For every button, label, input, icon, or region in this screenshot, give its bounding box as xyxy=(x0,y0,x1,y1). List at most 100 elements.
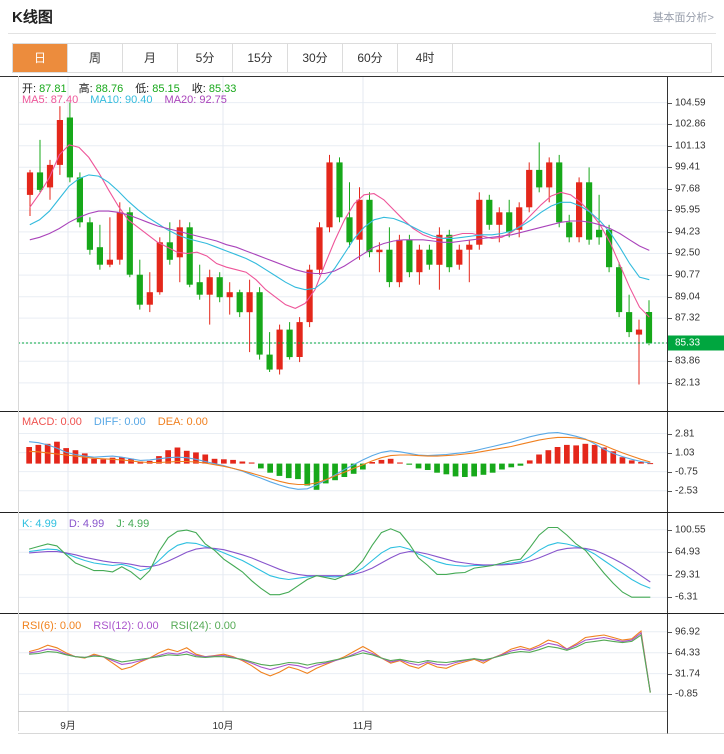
kdj-k: K: 4.99 xyxy=(22,518,57,530)
axis-tick-label: 2.81 xyxy=(675,428,695,440)
tab-0[interactable]: 日 xyxy=(13,44,68,72)
fundamental-analysis-link[interactable]: 基本面分析> xyxy=(652,12,714,24)
axis-tick-mark xyxy=(668,694,672,696)
axis-tick-mark xyxy=(668,210,672,212)
axis-tick-label: 92.50 xyxy=(675,247,701,259)
tab-2[interactable]: 月 xyxy=(123,44,178,72)
rsi6: RSI(6): 0.00 xyxy=(22,620,81,632)
rsi-plot-area[interactable] xyxy=(18,614,667,711)
axis-tick-mark xyxy=(668,631,672,633)
ma5-value: 87.40 xyxy=(50,94,79,106)
tab-4[interactable]: 15分 xyxy=(233,44,288,72)
header-divider xyxy=(8,33,716,34)
axis-tick-label: -6.31 xyxy=(675,591,698,603)
rsi24-value: 0.00 xyxy=(214,620,237,632)
rsi6-label: RSI(6): xyxy=(22,620,57,632)
kdj-j-label: J: xyxy=(116,518,125,530)
axis-tick-label: 83.86 xyxy=(675,355,701,367)
axis-tick-mark xyxy=(668,275,672,277)
series-MA10 xyxy=(29,174,650,291)
panel-separator-1 xyxy=(0,512,724,513)
axis-tick-label: 29.31 xyxy=(675,569,701,581)
tab-filler xyxy=(453,44,711,72)
axis-tick-mark xyxy=(668,124,672,126)
macd-svg xyxy=(18,412,667,512)
kdj-j-value: 4.99 xyxy=(127,518,150,530)
axis-tick-label: 94.23 xyxy=(675,226,701,238)
x-axis-label-1: 10月 xyxy=(212,721,234,732)
axis-tick-mark xyxy=(668,471,672,473)
axis-tick-mark xyxy=(668,361,672,363)
period-tab-bar[interactable]: 日周月 5分 15分 30分 60分 4时 xyxy=(12,43,712,73)
axis-tick-mark xyxy=(668,188,672,190)
ohlc-open-label: 开: xyxy=(22,83,37,95)
axis-tick-mark xyxy=(668,652,672,654)
tab-7[interactable]: 4时 xyxy=(398,44,453,72)
macd-label: MACD: xyxy=(22,416,58,428)
kdj-plot-area[interactable] xyxy=(18,513,667,613)
page-header: K线图 基本面分析> xyxy=(0,0,724,34)
rsi-legend: RSI(6): 0.00 RSI(12): 0.00 RSI(24): 0.00 xyxy=(22,620,248,632)
ohlc-high-value: 88.76 xyxy=(95,83,124,95)
ohlc-open-value: 87.81 xyxy=(39,83,67,95)
macd-plot-area[interactable] xyxy=(18,412,667,512)
axis-tick-mark xyxy=(668,574,672,576)
kline-svg xyxy=(18,76,667,411)
ohlc-low-value: 85.15 xyxy=(152,83,180,95)
dea-label: DEA: xyxy=(157,416,184,428)
kline-ma-legend: MA5: 87.40 MA10: 90.40 MA20: 92.75 xyxy=(22,94,239,106)
axis-tick-mark xyxy=(668,318,672,320)
ohlc-close: 收: 85.33 xyxy=(192,83,237,95)
x-axis-right-corner xyxy=(667,711,724,734)
panel-separator-2 xyxy=(0,613,724,614)
panel-kline: 104.59 102.86 101.13 99.41 97.68 95.95 94.23 92… xyxy=(0,76,724,411)
tab-3[interactable]: 5分 xyxy=(178,44,233,72)
axis-tick-label: 101.13 xyxy=(675,140,706,152)
axis-tick-label: -0.75 xyxy=(675,466,698,478)
axis-tick-label: 97.68 xyxy=(675,183,701,195)
axis-tick-label: 82.13 xyxy=(675,377,701,389)
axis-tick-mark xyxy=(668,433,672,435)
dea: DEA: 0.00 xyxy=(158,416,208,428)
series-MA5 xyxy=(29,144,650,318)
kdj-legend: K: 4.99 D: 4.99 J: 4.99 xyxy=(22,518,161,530)
axis-tick-mark xyxy=(668,452,672,454)
axis-tick-label: 87.32 xyxy=(675,312,701,324)
axis-tick-mark xyxy=(668,529,672,531)
kdj-d-label: D: xyxy=(68,518,80,530)
axis-tick-label: 31.74 xyxy=(675,668,701,680)
kline-ohlc-legend: 开: 87.81 高: 88.76 低: 85.15 收: 85.33 xyxy=(22,80,248,96)
axis-tick-label: 96.92 xyxy=(675,626,701,638)
tab-6[interactable]: 60分 xyxy=(343,44,398,72)
series-DEA xyxy=(29,436,651,486)
tab-5[interactable]: 30分 xyxy=(288,44,343,72)
rsi6-value: 0.00 xyxy=(59,620,82,632)
axis-tick-label: -0.85 xyxy=(675,688,698,700)
kline-plot-area[interactable] xyxy=(18,76,667,411)
axis-tick-mark xyxy=(668,552,672,554)
axis-tick-mark xyxy=(668,253,672,255)
ma5: MA5: 87.40 xyxy=(22,94,78,106)
kdj-k-label: K: xyxy=(22,518,33,530)
ohlc-close-value: 85.33 xyxy=(208,83,237,95)
series-D xyxy=(29,547,651,583)
ma5-label: MA5: xyxy=(22,94,48,106)
series-J xyxy=(28,526,651,598)
rsi12-value: 0.00 xyxy=(137,620,159,632)
ohlc-open: 开: 87.81 xyxy=(22,83,67,95)
axis-tick-mark xyxy=(668,382,672,384)
dea-value: 0.00 xyxy=(186,416,208,428)
chart-left-border xyxy=(18,76,19,731)
page-title: K线图 xyxy=(12,9,53,26)
panel-kdj: 100.55 64.93 29.31 -6.31 xyxy=(0,513,724,613)
series-RSI24 xyxy=(29,634,651,693)
ma10-label: MA10: xyxy=(90,94,123,106)
series-DIFF xyxy=(29,432,651,490)
tab-1[interactable]: 周 xyxy=(68,44,123,72)
axis-tick-label: 64.93 xyxy=(675,546,701,558)
ohlc-low: 低: 85.15 xyxy=(135,83,180,95)
rsi24-label: RSI(24): xyxy=(170,620,212,632)
axis-tick-label: 90.77 xyxy=(675,269,701,281)
macd-legend: MACD: 0.00 DIFF: 0.00 DEA: 0.00 xyxy=(22,416,220,428)
panel-macd: 2.81 1.03 -0.75 -2.53 xyxy=(0,412,724,512)
